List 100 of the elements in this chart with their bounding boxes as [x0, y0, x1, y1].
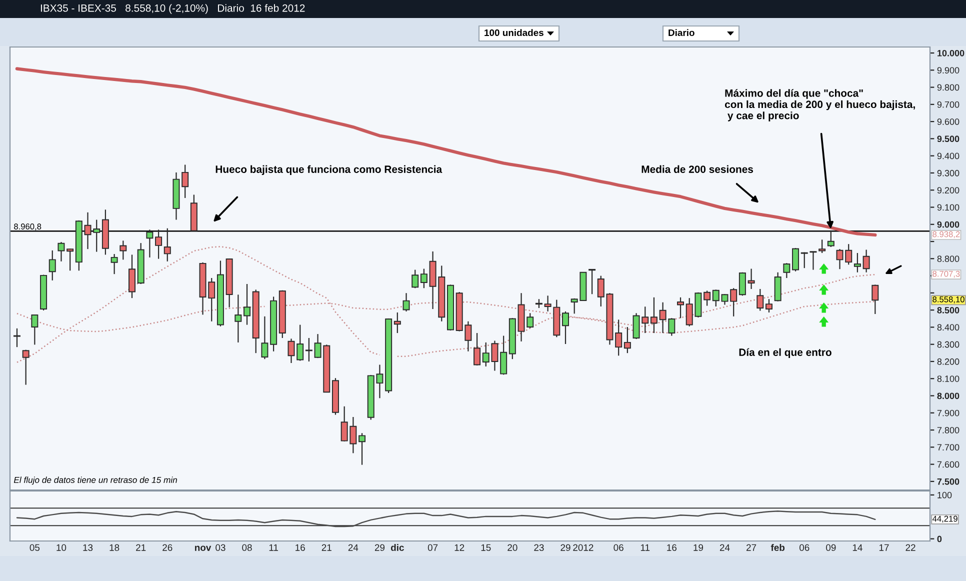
- y-tick-label: 8.200: [937, 358, 960, 365]
- y-tick-label: 8.800: [937, 256, 960, 262]
- annotation: 8.938,2: [932, 231, 960, 238]
- x-tick-label: 19: [694, 544, 704, 551]
- candlestick: [615, 319, 622, 356]
- x-tick-label: dic: [390, 544, 404, 551]
- y-tick-label: 0: [937, 536, 942, 542]
- candlestick: [624, 326, 631, 354]
- candlestick: [765, 298, 772, 314]
- y-tick-label: 9.200: [937, 187, 960, 194]
- candlestick: [588, 268, 596, 295]
- candlestick: [500, 335, 508, 376]
- y-tick-label: 9.700: [937, 101, 960, 108]
- y-tick-label: 7.900: [937, 410, 960, 416]
- candlestick: [13, 328, 20, 348]
- x-tick-label: 11: [269, 544, 278, 551]
- annotation: Máximo del día que "choca" con la media de 200 y el hueco bajista, y cae el precio: [724, 89, 915, 122]
- candlestick: [721, 294, 728, 306]
- candlestick: [748, 268, 755, 290]
- candlestick: [182, 164, 189, 199]
- x-tick-label: feb: [770, 544, 785, 551]
- text: Diario: [668, 29, 694, 36]
- x-tick-label: 10: [56, 544, 66, 551]
- candlestick: [818, 239, 826, 254]
- candlestick: [756, 288, 764, 312]
- y-tick-label: 9.400: [937, 152, 960, 160]
- x-tick-label: 24: [720, 544, 730, 551]
- y-tick-label: 9.500: [937, 136, 960, 142]
- x-tick-label: 16: [296, 544, 305, 551]
- text: 100 unidades: [484, 29, 544, 36]
- y-tick-label: 9.000: [937, 221, 960, 228]
- candlestick: [146, 229, 154, 258]
- line-series: [15, 67, 877, 237]
- x-tick-label: 22: [906, 544, 916, 551]
- x-tick-label: 06: [614, 544, 624, 551]
- x-tick-label: 11: [640, 544, 650, 551]
- candlestick: [48, 250, 56, 281]
- candlestick: [412, 269, 419, 289]
- x-tick-label: 29: [560, 544, 570, 551]
- candlestick: [800, 252, 808, 269]
- candlestick: [677, 296, 684, 319]
- x-tick-label: 05: [30, 544, 40, 551]
- x-tick-label: 21: [136, 544, 146, 551]
- candlestick: [128, 254, 136, 299]
- x-tick-label: 13: [83, 544, 93, 551]
- x-tick-label: 08: [242, 544, 252, 551]
- x-tick-label: 15: [481, 544, 491, 551]
- candlestick: [704, 290, 711, 306]
- annotation: Día en el que entro: [739, 348, 832, 358]
- line-series: [16, 510, 876, 528]
- candlestick: [296, 324, 304, 362]
- chart-title: IBX35 - IBEX-35 8.558,10 (-2,10%) Diario 16 feb 2012: [40, 4, 305, 14]
- candlestick: [544, 295, 552, 312]
- candlestick: [58, 241, 65, 262]
- y-tick-label: 7.700: [937, 444, 960, 451]
- x-tick-label: 24: [348, 544, 358, 551]
- candlestick: [164, 228, 171, 262]
- candlestick: [420, 268, 428, 289]
- y-tick-label: 8.400: [937, 324, 960, 331]
- x-tick-label: 17: [879, 544, 889, 551]
- y-tick-label: 8.300: [937, 341, 960, 348]
- candlestick: [810, 250, 817, 270]
- x-tick-label: 18: [110, 544, 120, 551]
- x-tick-label: nov: [195, 546, 212, 551]
- candlestick: [110, 253, 118, 275]
- x-tick-label: 20: [508, 544, 518, 551]
- x-tick-label: 21: [322, 544, 332, 551]
- y-tick-label: 9.600: [937, 118, 960, 125]
- candlestick: [854, 252, 861, 273]
- candlestick: [66, 248, 74, 272]
- x-tick-label: 2012: [573, 544, 594, 551]
- candlestick: [234, 294, 242, 344]
- candlestick: [261, 316, 268, 360]
- annotation: El flujo de datos tiene un retraso de 15 min: [14, 476, 177, 485]
- y-tick-label: 7.500: [937, 478, 960, 485]
- candlestick: [31, 314, 38, 346]
- annotation: Media de 200 sesiones: [642, 165, 754, 173]
- y-tick-label: 9.300: [937, 170, 960, 176]
- candlestick: [862, 249, 870, 273]
- x-tick-label: 06: [799, 544, 810, 551]
- x-tick-label: 09: [826, 544, 836, 551]
- y-tick-label: 7.800: [937, 426, 960, 434]
- annotation: 8.707,3: [932, 270, 960, 278]
- x-tick-label: 07: [428, 544, 438, 551]
- x-tick-label: 29: [374, 544, 385, 551]
- candlestick: [474, 332, 481, 366]
- y-tick-label: 8.100: [937, 376, 960, 382]
- y-tick-label: 9.800: [937, 84, 960, 91]
- candlestick: [288, 338, 295, 364]
- text: 8.558,10: [932, 296, 964, 304]
- candlestick: [712, 289, 720, 308]
- y-tick-label: 9.900: [937, 67, 960, 74]
- candlestick: [402, 292, 410, 312]
- candlestick: [783, 262, 790, 279]
- candlestick: [244, 283, 251, 326]
- ref-line-label: 8.960,8: [14, 224, 42, 230]
- annotation: 44,219: [932, 516, 958, 523]
- candlestick: [738, 272, 746, 296]
- candlestick: [394, 312, 401, 334]
- x-tick-label: 23: [534, 544, 544, 551]
